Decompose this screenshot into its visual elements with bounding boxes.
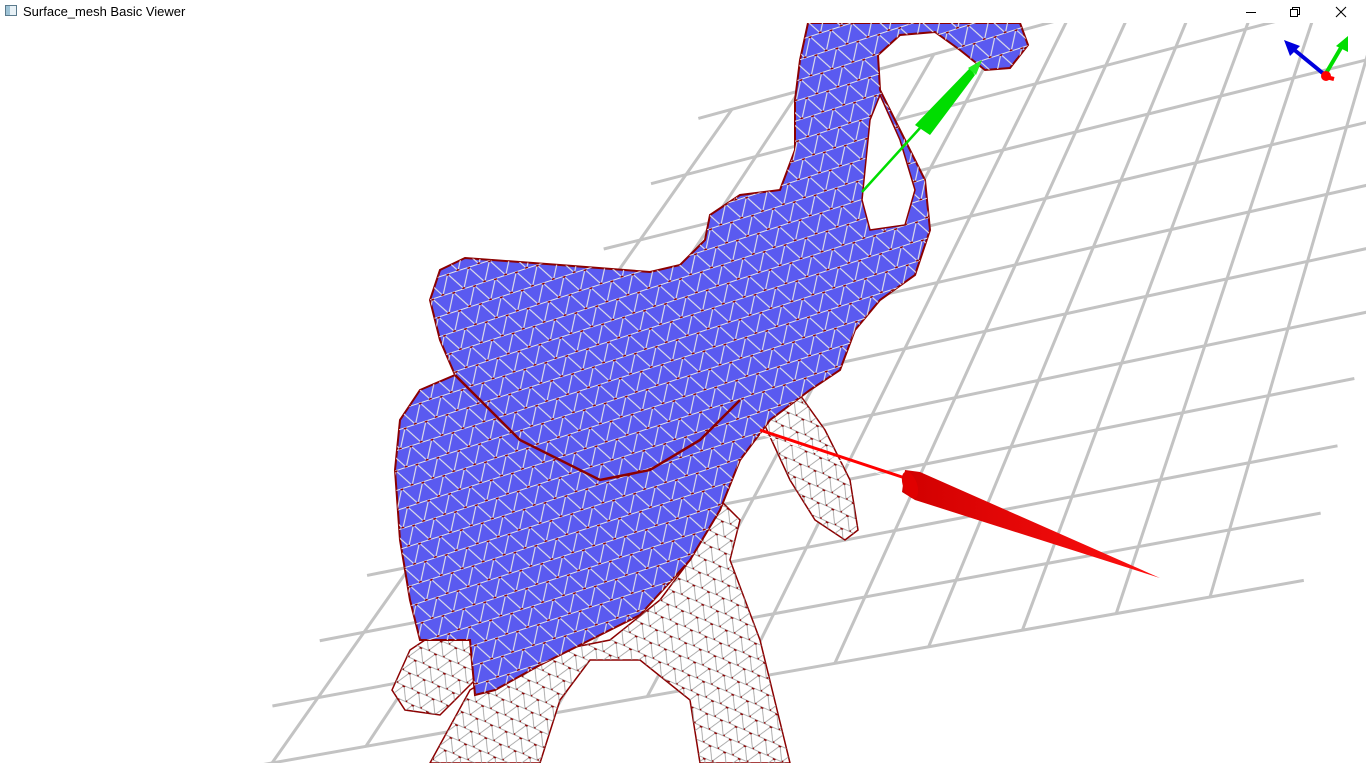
axis-y-green [861, 60, 982, 193]
close-button[interactable] [1318, 0, 1364, 23]
minimize-button[interactable] [1228, 0, 1274, 23]
mesh-wireframe [391, 394, 859, 763]
restore-button[interactable] [1272, 0, 1318, 23]
minimize-icon [1246, 11, 1256, 13]
3d-viewport[interactable] [0, 23, 1366, 763]
close-icon [1335, 6, 1347, 17]
orientation-gizmo[interactable] [1284, 36, 1348, 81]
axis-x-red [759, 428, 1160, 578]
scene-canvas[interactable] [0, 23, 1366, 763]
title-bar: Surface_mesh Basic Viewer [0, 0, 1366, 23]
restore-icon [1290, 6, 1300, 17]
app-icon [5, 5, 17, 16]
window-title: Surface_mesh Basic Viewer [23, 4, 186, 19]
